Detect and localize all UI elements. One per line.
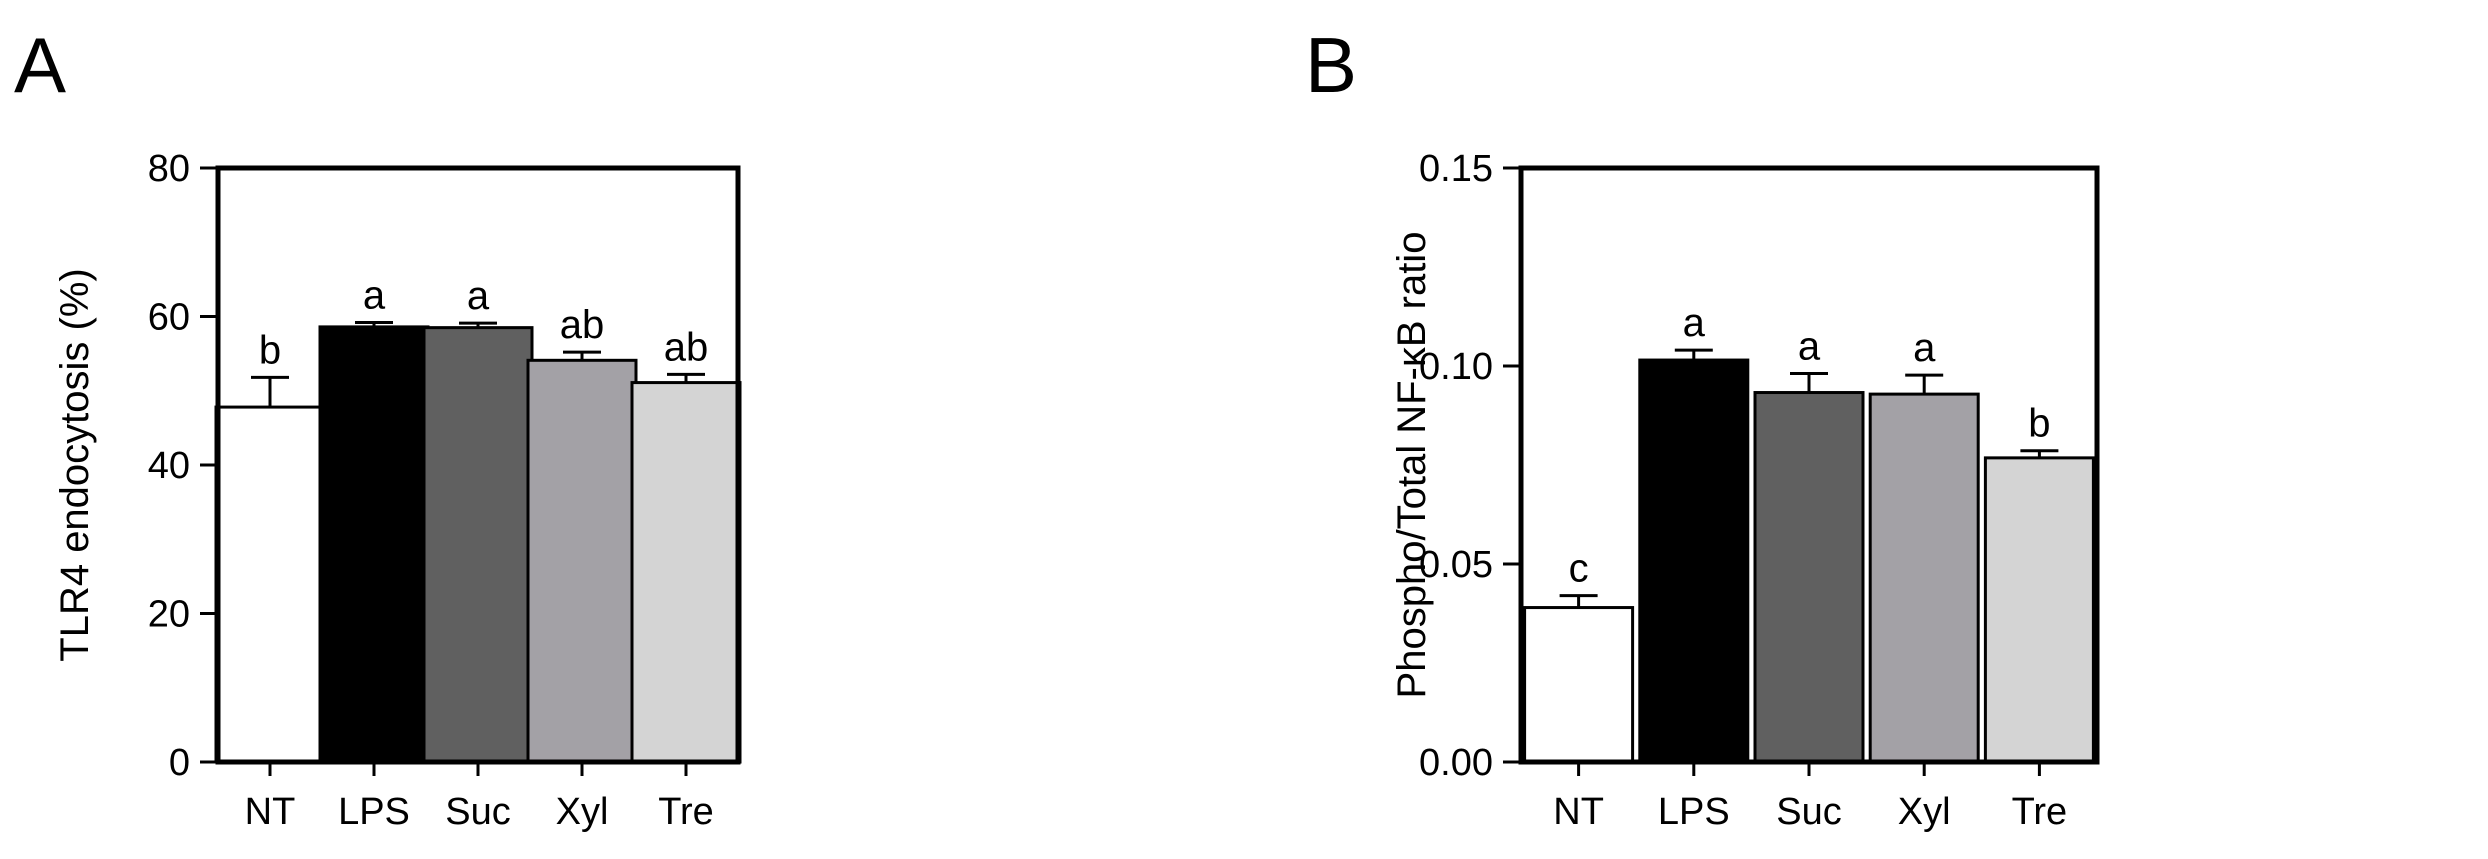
x-tick-label: NT [245,791,296,833]
significance-label: a [1913,326,1936,370]
bar [1868,392,1980,764]
x-tick-label: Xyl [556,791,609,833]
x-tick-label: LPS [338,791,410,833]
bar [526,358,638,764]
bar [1523,606,1635,764]
bar [422,326,534,764]
y-tick-label: 0 [169,742,190,784]
significance-label: a [363,273,386,317]
bar-group: a [422,274,534,764]
x-tick-label: NT [1553,791,1604,833]
y-tick-label: 60 [148,297,190,339]
y-tick-label: 20 [148,594,190,636]
y-tick-label: 0.15 [1419,148,1493,190]
y-axis-title: Phospho/Total NF-κB ratio [1390,232,1434,699]
significance-label: b [2028,402,2050,446]
x-tick-label: Xyl [1898,791,1951,833]
bar-group: ab [630,325,742,764]
chart-panel-b: Bc NT a LPS a Suc a Xyl b Tre 0.00 0.05 0.10 0.15 Phos… [1305,21,2100,833]
significance-label: a [1798,325,1821,369]
y-tick-label: 0.10 [1419,346,1493,388]
bar-group: a [1638,301,1750,764]
significance-label: c [1569,547,1589,591]
y-tick-label: 0.05 [1419,544,1493,586]
bar-group: a [1753,325,1865,764]
panel-label: A [14,21,66,109]
significance-label: ab [560,303,605,347]
chart-panel-a: Ab NT a LPS a Suc ab Xyl ab Tre 0 20 40 60 80 TLR4 endo… [14,21,742,833]
bar [630,381,742,764]
significance-label: a [1683,301,1706,345]
significance-label: ab [664,325,709,369]
bar-group: c [1523,547,1635,764]
x-tick-label: Suc [445,791,510,833]
x-tick-label: LPS [1658,791,1730,833]
panel-label: B [1305,21,1357,109]
bar [1753,391,1865,764]
x-tick-label: Suc [1776,791,1841,833]
x-tick-label: Tre [658,791,714,833]
x-tick-label: Tre [2012,791,2068,833]
bar [318,325,430,764]
y-axis-title: TLR4 endocytosis (%) [53,268,97,661]
y-tick-label: 80 [148,148,190,190]
y-tick-label: 0.00 [1419,742,1493,784]
bar-group: a [318,273,430,764]
bar-group: ab [526,303,638,764]
bar [1638,358,1750,764]
bar-group: b [1983,402,2095,764]
bar-group: a [1868,326,1980,764]
bar [1983,456,2095,764]
significance-label: b [259,328,281,372]
significance-label: a [467,274,490,318]
plot-frame [1518,165,2100,765]
bar [214,405,326,764]
y-tick-label: 40 [148,445,190,487]
